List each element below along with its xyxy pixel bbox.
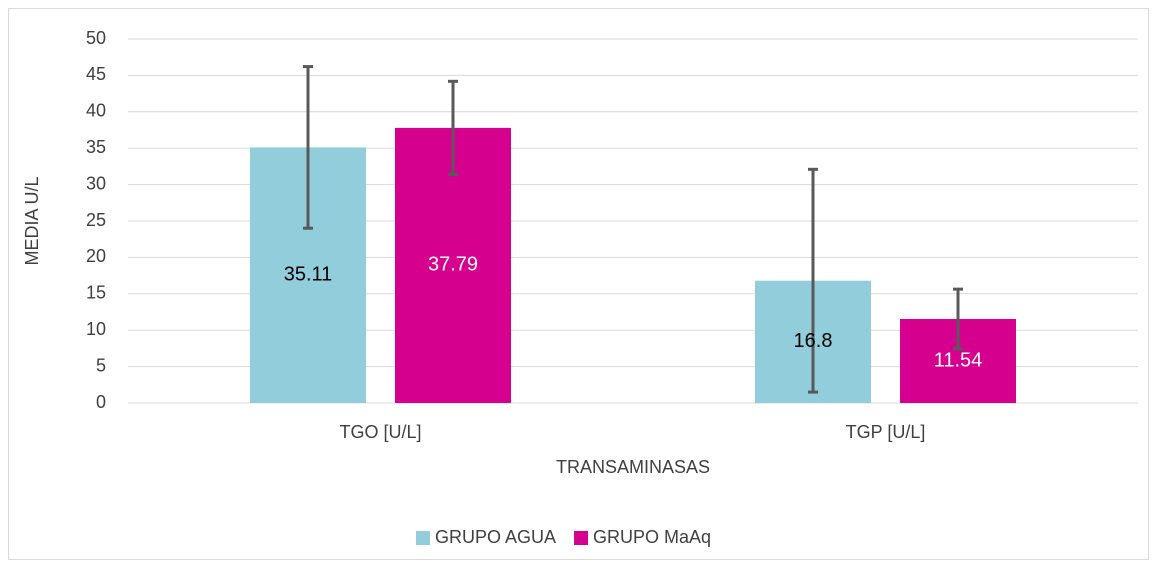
value-label: 37.79 [428,254,478,276]
x-tick-label: TGP [U/L] [846,422,926,442]
value-label: 11.54 [934,349,983,371]
y-tick-label: 40 [86,101,106,121]
y-tick-label: 15 [86,283,106,303]
legend-label: GRUPO AGUA [435,527,556,547]
x-tick-label: TGO [U/L] [339,422,421,442]
chart-border [8,8,1149,560]
y-tick-label: 0 [96,392,106,412]
value-label: 16.8 [794,330,833,352]
y-tick-label: 5 [96,355,106,375]
y-tick-label: 20 [86,246,106,266]
legend-swatch [574,531,589,545]
y-axis-title: MEDIA U/L [22,176,42,265]
y-tick-label: 45 [86,64,106,84]
value-label: 35.11 [284,263,333,285]
y-tick-label: 30 [86,173,106,193]
y-tick-label: 25 [86,210,106,230]
y-tick-label: 10 [86,319,106,339]
legend-swatch [416,531,430,545]
y-tick-label: 35 [86,137,106,157]
x-axis-title: TRANSAMINASAS [556,457,710,477]
legend-label: GRUPO MaAq [593,527,711,547]
y-tick-label: 50 [86,28,106,48]
